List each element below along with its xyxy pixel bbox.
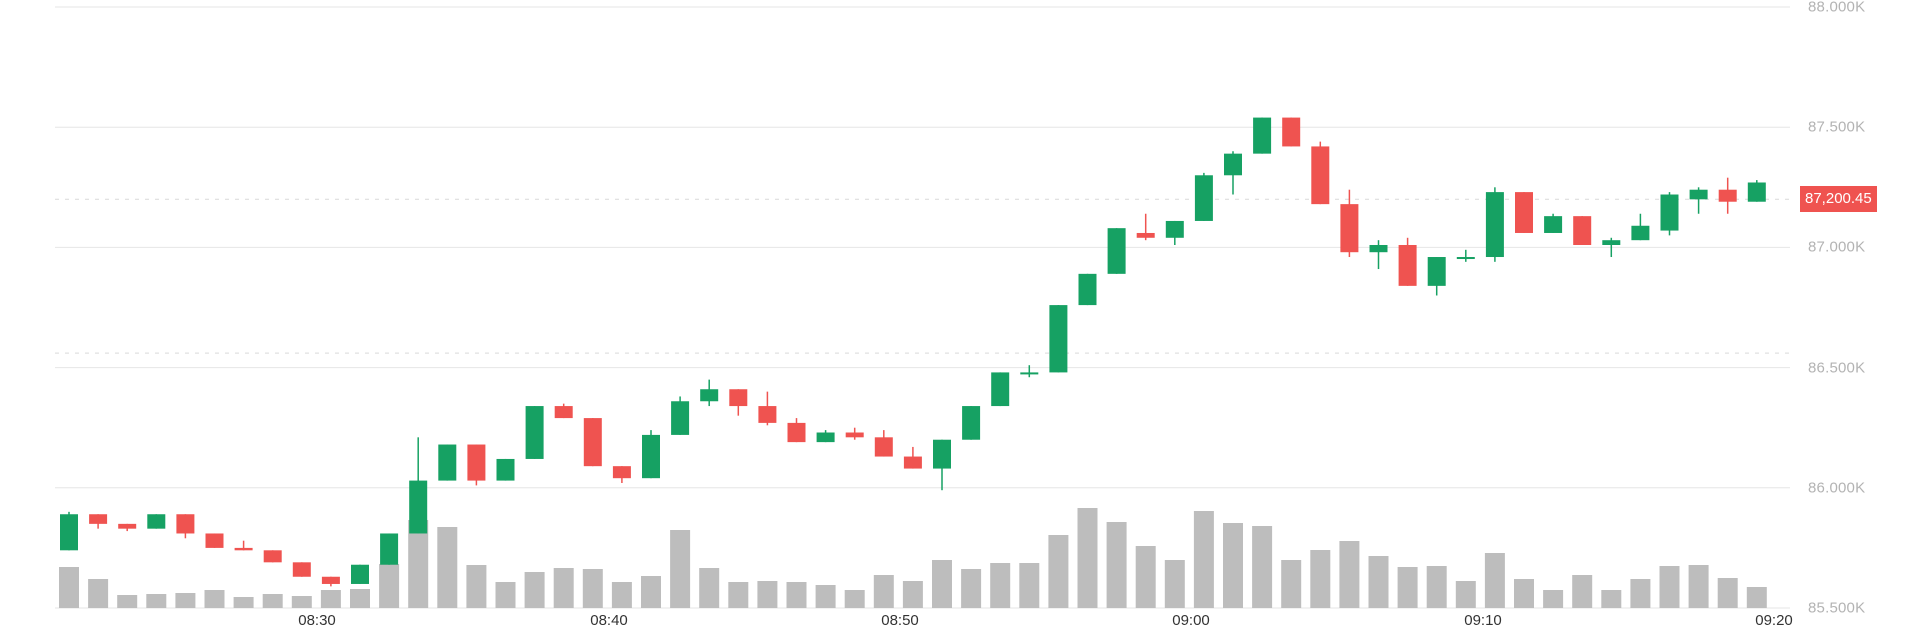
x-tick-label: 08:50 bbox=[881, 612, 919, 629]
volume-bars bbox=[59, 508, 1767, 608]
x-tick-label: 08:30 bbox=[298, 612, 336, 629]
gridlines bbox=[55, 6, 1790, 609]
candles bbox=[60, 117, 1766, 587]
x-tick-label: 09:10 bbox=[1464, 612, 1502, 629]
x-tick-label: 09:20 bbox=[1755, 612, 1793, 629]
y-tick-label: 85.500K bbox=[1808, 599, 1866, 617]
y-tick-label: 87.500K bbox=[1808, 118, 1866, 136]
y-tick-label: 86.500K bbox=[1808, 359, 1866, 377]
x-tick-label: 09:00 bbox=[1172, 612, 1210, 629]
y-tick-label: 88.000K bbox=[1808, 0, 1866, 16]
y-tick-label: 86.000K bbox=[1808, 479, 1866, 497]
y-tick-label: 87.000K bbox=[1808, 238, 1866, 256]
last-price-tag: 87,200.45 bbox=[1800, 186, 1877, 213]
x-tick-label: 08:40 bbox=[590, 612, 628, 629]
